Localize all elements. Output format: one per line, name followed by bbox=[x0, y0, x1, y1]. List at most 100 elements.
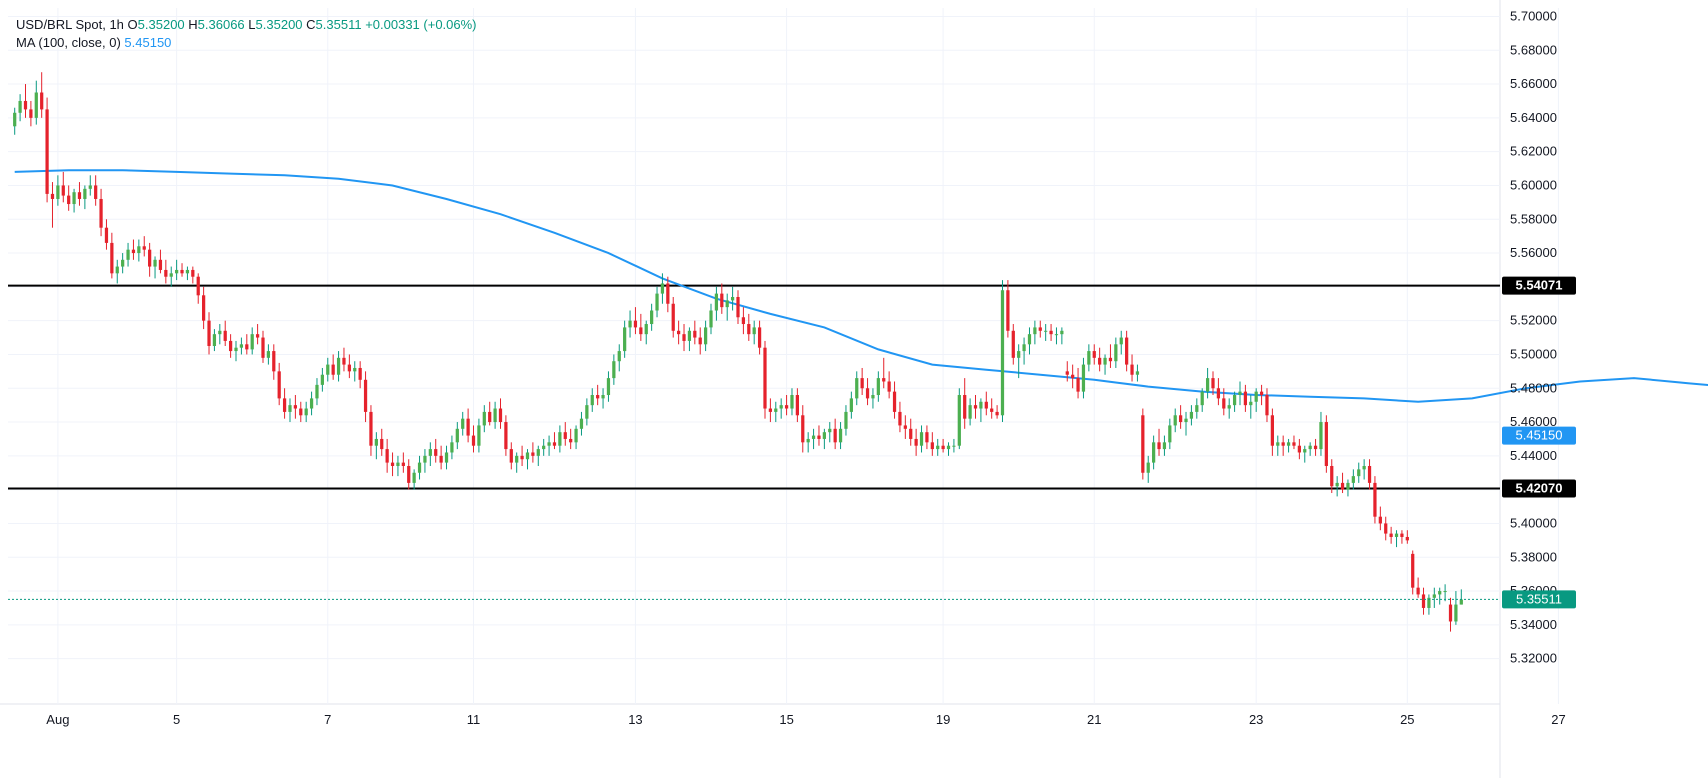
candle-body bbox=[1243, 391, 1248, 406]
candle-body bbox=[277, 371, 281, 399]
candle bbox=[1335, 476, 1339, 497]
candle-body bbox=[40, 92, 44, 110]
candle-body bbox=[509, 449, 513, 463]
candle bbox=[1211, 371, 1215, 396]
candle bbox=[703, 320, 708, 352]
candle bbox=[336, 351, 341, 382]
candle bbox=[353, 361, 357, 382]
candle-body bbox=[488, 411, 492, 423]
candle bbox=[34, 80, 38, 125]
candle bbox=[1281, 435, 1285, 456]
candle bbox=[806, 432, 810, 453]
candle-body bbox=[88, 185, 92, 189]
candle-body bbox=[131, 249, 136, 254]
y-tick-label: 5.38000 bbox=[1510, 549, 1557, 564]
candle-body bbox=[1205, 378, 1210, 392]
candle bbox=[498, 398, 503, 429]
candle bbox=[596, 384, 600, 406]
candle bbox=[358, 361, 362, 389]
candle bbox=[1330, 459, 1334, 494]
candle-body bbox=[1130, 364, 1134, 375]
candle bbox=[1060, 327, 1064, 345]
candle bbox=[347, 354, 351, 379]
candle-body bbox=[315, 384, 319, 399]
candle-body bbox=[353, 367, 357, 372]
candle bbox=[698, 327, 702, 355]
candle bbox=[903, 415, 907, 439]
candle bbox=[126, 242, 130, 267]
candle bbox=[493, 401, 497, 429]
y-tick-label: 5.58000 bbox=[1510, 211, 1557, 226]
candle bbox=[693, 320, 697, 345]
price-axis[interactable]: 5.70000 5.68000 5.66000 5.64000 5.62000 5.600… bbox=[1502, 8, 1576, 666]
candle bbox=[23, 84, 28, 118]
candle-body bbox=[450, 442, 454, 453]
candle bbox=[212, 329, 217, 352]
time-axis[interactable]: Aug571113151921232527Sep48101216 bbox=[46, 712, 1708, 727]
candle bbox=[666, 276, 670, 313]
candle bbox=[1195, 398, 1199, 419]
y-tick-label: 5.70000 bbox=[1510, 8, 1557, 23]
candle-body bbox=[1227, 405, 1231, 409]
candle-body bbox=[1303, 449, 1307, 453]
candle bbox=[1178, 405, 1183, 429]
candle bbox=[1421, 587, 1426, 615]
candle-body bbox=[45, 109, 49, 194]
candle bbox=[655, 286, 659, 318]
candle bbox=[1394, 530, 1399, 548]
candle bbox=[1049, 324, 1053, 341]
y-tick-label: 5.46000 bbox=[1510, 414, 1557, 429]
candle bbox=[1141, 408, 1145, 480]
candle-body bbox=[709, 310, 713, 328]
candle-body bbox=[779, 405, 783, 409]
level-price-tag bbox=[1502, 479, 1576, 498]
candle-body bbox=[569, 438, 573, 443]
candle-body bbox=[261, 337, 265, 358]
candle bbox=[509, 442, 513, 470]
candle-body bbox=[1238, 391, 1242, 396]
candle bbox=[784, 395, 789, 416]
candle-body bbox=[1454, 604, 1458, 622]
candle bbox=[342, 347, 346, 372]
candle bbox=[623, 320, 627, 358]
candle bbox=[1103, 354, 1107, 375]
candle bbox=[747, 313, 751, 341]
candle bbox=[50, 182, 55, 228]
candle-body bbox=[293, 405, 298, 409]
candle bbox=[175, 259, 179, 281]
candle bbox=[558, 425, 562, 453]
candle-body bbox=[115, 266, 119, 274]
candle bbox=[1362, 459, 1366, 480]
candle bbox=[77, 182, 82, 206]
ma-price-label: 5.45150 bbox=[1516, 428, 1563, 443]
candle bbox=[1027, 327, 1032, 355]
candle-body bbox=[77, 192, 82, 199]
candle-body bbox=[871, 395, 875, 399]
candle bbox=[72, 188, 76, 213]
candle bbox=[995, 405, 999, 419]
candle-body bbox=[320, 374, 324, 385]
candle bbox=[1346, 479, 1350, 497]
candle-body bbox=[34, 92, 38, 118]
candle-body bbox=[99, 198, 103, 228]
candle-body bbox=[1281, 442, 1285, 446]
y-tick-label: 5.64000 bbox=[1510, 110, 1557, 125]
candle-body bbox=[574, 428, 578, 443]
candle bbox=[272, 344, 276, 380]
candle-body bbox=[1389, 533, 1393, 537]
candle bbox=[1259, 384, 1264, 406]
candle bbox=[860, 367, 864, 396]
candle-body bbox=[693, 330, 697, 338]
candle bbox=[752, 320, 756, 345]
candle-body bbox=[185, 269, 190, 274]
candle-body bbox=[784, 405, 789, 409]
candle-body bbox=[363, 379, 368, 412]
candle bbox=[876, 371, 880, 402]
candle-body bbox=[94, 185, 98, 199]
candle bbox=[795, 388, 799, 423]
candle bbox=[709, 303, 713, 335]
candle bbox=[428, 442, 432, 466]
candle-body bbox=[547, 442, 551, 446]
x-tick-label: 25 bbox=[1400, 712, 1414, 727]
